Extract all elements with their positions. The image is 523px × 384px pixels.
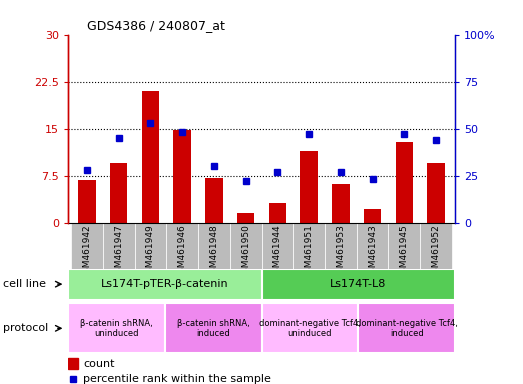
- Text: Ls174T-L8: Ls174T-L8: [330, 279, 386, 289]
- Bar: [300, 151, 318, 223]
- Bar: [262, 303, 358, 353]
- Bar: [332, 184, 349, 223]
- Bar: [142, 91, 159, 223]
- Bar: [174, 130, 191, 223]
- Bar: [293, 223, 325, 289]
- Bar: [237, 214, 254, 223]
- Bar: [205, 177, 223, 223]
- Text: percentile rank within the sample: percentile rank within the sample: [84, 374, 271, 384]
- Bar: [420, 223, 452, 289]
- Bar: [198, 223, 230, 289]
- Text: count: count: [84, 359, 115, 369]
- Bar: [134, 223, 166, 289]
- Bar: [389, 223, 420, 289]
- Bar: [364, 209, 381, 223]
- Text: dominant-negative Tcf4,
uninduced: dominant-negative Tcf4, uninduced: [259, 319, 361, 338]
- Text: protocol: protocol: [3, 323, 48, 333]
- Text: dominant-negative Tcf4,
induced: dominant-negative Tcf4, induced: [356, 319, 458, 338]
- Bar: [78, 180, 96, 223]
- Bar: [325, 223, 357, 289]
- Text: β-catenin shRNA,
uninduced: β-catenin shRNA, uninduced: [80, 319, 153, 338]
- Bar: [395, 142, 413, 223]
- Bar: [357, 223, 389, 289]
- Bar: [68, 269, 262, 300]
- Bar: [427, 163, 445, 223]
- Bar: [269, 203, 286, 223]
- Bar: [262, 269, 455, 300]
- Text: Ls174T-pTER-β-catenin: Ls174T-pTER-β-catenin: [101, 279, 229, 289]
- Bar: [230, 223, 262, 289]
- Bar: [68, 359, 78, 369]
- Bar: [68, 303, 165, 353]
- Bar: [71, 223, 103, 289]
- Bar: [103, 223, 134, 289]
- Bar: [262, 223, 293, 289]
- Text: β-catenin shRNA,
induced: β-catenin shRNA, induced: [177, 319, 249, 338]
- Bar: [165, 303, 262, 353]
- Bar: [110, 163, 128, 223]
- Bar: [358, 303, 455, 353]
- Bar: [166, 223, 198, 289]
- Text: GDS4386 / 240807_at: GDS4386 / 240807_at: [87, 19, 225, 32]
- Text: cell line: cell line: [3, 279, 46, 289]
